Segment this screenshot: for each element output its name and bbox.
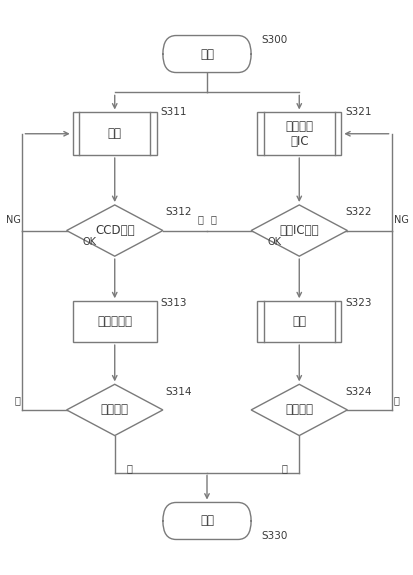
Polygon shape <box>251 384 347 435</box>
Text: 否: 否 <box>281 463 287 473</box>
FancyBboxPatch shape <box>162 36 251 72</box>
Text: 否: 否 <box>126 463 132 473</box>
Text: S330: S330 <box>261 531 287 541</box>
Text: 是否继续: 是否继续 <box>100 404 128 416</box>
Text: 是: 是 <box>211 214 216 224</box>
Text: S312: S312 <box>164 208 191 217</box>
Text: 结束: 结束 <box>199 515 214 527</box>
Polygon shape <box>251 205 347 256</box>
Bar <box>72 112 157 155</box>
Text: S313: S313 <box>161 298 187 308</box>
Text: S314: S314 <box>164 387 191 397</box>
Text: S321: S321 <box>344 107 371 117</box>
Bar <box>256 301 341 342</box>
Text: NG: NG <box>5 215 20 225</box>
Text: S323: S323 <box>344 298 371 308</box>
Polygon shape <box>66 205 162 256</box>
Text: 放料: 放料 <box>107 127 121 140</box>
FancyBboxPatch shape <box>162 503 251 539</box>
Text: 开始: 开始 <box>199 48 214 60</box>
Text: CCD比对: CCD比对 <box>95 224 134 237</box>
Text: 放入烧录区: 放入烧录区 <box>97 315 132 328</box>
Text: S322: S322 <box>344 208 371 217</box>
Text: 检测烧录
区IC: 检测烧录 区IC <box>285 120 313 148</box>
Text: 是否继续: 是否继续 <box>285 404 313 416</box>
Text: OK: OK <box>83 237 97 247</box>
Text: NG: NG <box>393 215 408 225</box>
Text: 是: 是 <box>197 214 202 224</box>
Text: 是: 是 <box>14 394 20 405</box>
Text: OK: OK <box>266 237 280 247</box>
Text: S324: S324 <box>344 387 371 397</box>
Polygon shape <box>66 384 162 435</box>
Text: 取料: 取料 <box>292 315 306 328</box>
Bar <box>72 301 157 342</box>
Text: 是: 是 <box>393 394 399 405</box>
Text: S311: S311 <box>161 107 187 117</box>
Text: 判断IC状态: 判断IC状态 <box>279 224 318 237</box>
Bar <box>256 112 341 155</box>
Text: S300: S300 <box>261 35 287 45</box>
